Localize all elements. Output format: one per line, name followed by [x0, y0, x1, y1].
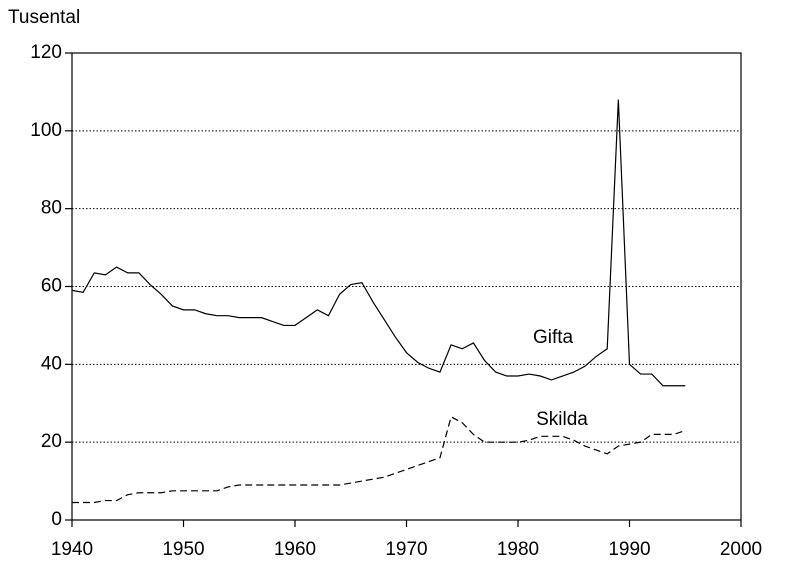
- series-label: Gifta: [533, 327, 574, 348]
- y-tick-label: 120: [30, 42, 62, 63]
- line-series: [71, 99, 686, 387]
- y-axis-label: Tusental: [8, 7, 80, 28]
- x-tick-label: 1970: [385, 539, 427, 560]
- plot-frame: [71, 52, 742, 521]
- x-tick-label: 1980: [497, 539, 539, 560]
- x-tick-label: 2000: [720, 539, 762, 560]
- x-tick-label: 1960: [274, 539, 316, 560]
- series-label: Skilda: [536, 409, 588, 430]
- x-tick-label: 1990: [608, 539, 650, 560]
- line-series: [72, 415, 686, 504]
- x-tick-label: 1950: [162, 539, 204, 560]
- y-tick-label: 20: [41, 431, 62, 452]
- x-tick-label: 1940: [51, 539, 93, 560]
- y-tick-label: 0: [51, 509, 62, 530]
- y-tick-label: 60: [41, 276, 62, 297]
- y-tick-label: 40: [41, 353, 62, 374]
- y-tick-label: 100: [30, 120, 62, 141]
- y-tick-label: 80: [41, 198, 62, 219]
